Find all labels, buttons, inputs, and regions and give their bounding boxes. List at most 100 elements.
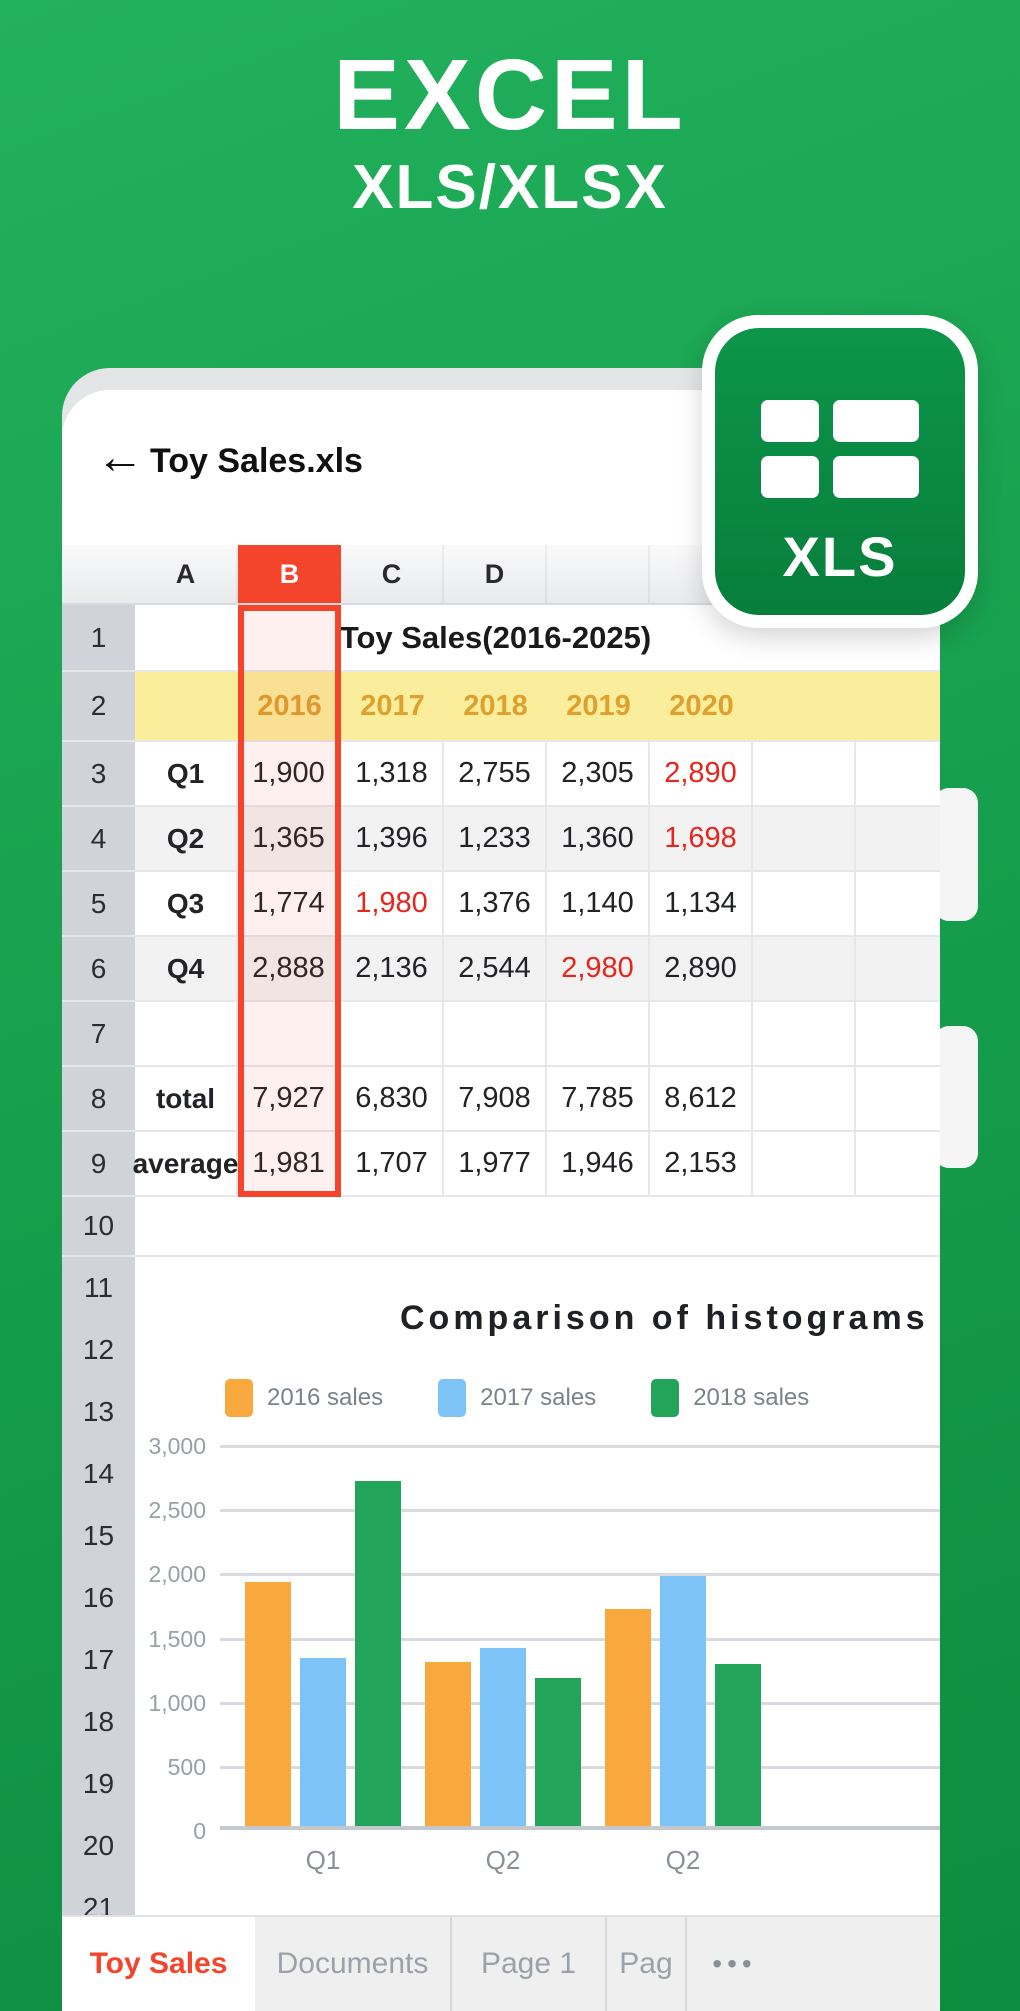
row-label-cell[interactable]: Q3 xyxy=(135,872,238,935)
chart-title: Comparison of histograms xyxy=(400,1299,929,1337)
row-filler xyxy=(856,937,940,1000)
gridline xyxy=(220,1637,940,1641)
row-body-9: average 1,981 1,707 1,977 1,946 2,153 xyxy=(133,1132,940,1195)
value-cell[interactable]: 6,830 xyxy=(341,1067,444,1130)
row-header-19[interactable]: 19 xyxy=(82,1768,115,1799)
value-cell[interactable] xyxy=(341,1002,444,1065)
year-cell-2019[interactable]: 2019 xyxy=(566,689,631,722)
year-cell-2017[interactable]: 2017 xyxy=(360,689,425,722)
empty-cell[interactable] xyxy=(753,1132,856,1195)
empty-cell[interactable] xyxy=(753,1067,856,1130)
value-cell[interactable]: 2,890 xyxy=(650,742,753,805)
back-button[interactable]: ← xyxy=(96,431,144,484)
value-cell[interactable]: 2,544 xyxy=(444,937,547,1000)
row-label-cell[interactable]: total xyxy=(135,1067,238,1130)
row-header-11[interactable]: 11 xyxy=(83,1272,114,1303)
empty-cell[interactable] xyxy=(753,872,856,935)
value-cell[interactable]: 2,136 xyxy=(341,937,444,1000)
value-cell[interactable]: 1,134 xyxy=(650,872,753,935)
row-header-6[interactable]: 6 xyxy=(62,937,135,1000)
tab-toy-sales[interactable]: Toy Sales xyxy=(62,1917,255,2011)
value-cell[interactable] xyxy=(238,1002,341,1065)
value-cell[interactable]: 2,153 xyxy=(650,1132,753,1195)
row-header-18[interactable]: 18 xyxy=(82,1706,115,1737)
row-header-15[interactable]: 15 xyxy=(82,1520,115,1551)
value-cell[interactable]: 7,908 xyxy=(444,1067,547,1130)
row-header-2[interactable]: 2 xyxy=(62,672,135,740)
row-header-17[interactable]: 17 xyxy=(82,1644,115,1675)
value-cell[interactable]: 7,785 xyxy=(547,1067,650,1130)
value-cell[interactable] xyxy=(547,1002,650,1065)
row-label-cell[interactable]: average xyxy=(133,1132,238,1195)
row-header-8[interactable]: 8 xyxy=(62,1067,135,1130)
value-cell[interactable]: 2,305 xyxy=(547,742,650,805)
value-cell[interactable]: 1,774 xyxy=(238,872,341,935)
value-cell[interactable]: 7,927 xyxy=(238,1067,341,1130)
bar-group-Q2 xyxy=(605,1576,761,1826)
sheet-row-6: 6 Q4 2,888 2,136 2,544 2,980 2,890 xyxy=(62,937,940,1002)
row-header-4[interactable]: 4 xyxy=(62,807,135,870)
more-tabs-icon[interactable]: ••• xyxy=(712,1948,757,1979)
value-cell[interactable]: 2,890 xyxy=(650,937,753,1000)
row-header-3[interactable]: 3 xyxy=(62,742,135,805)
value-cell[interactable]: 1,318 xyxy=(341,742,444,805)
value-cell[interactable]: 1,365 xyxy=(238,807,341,870)
row-label-cell[interactable]: Q2 xyxy=(135,807,238,870)
year-cell-2020[interactable]: 2020 xyxy=(669,689,734,722)
value-cell[interactable]: 1,360 xyxy=(547,807,650,870)
value-cell[interactable]: 1,698 xyxy=(650,807,753,870)
row-filler xyxy=(856,1132,940,1195)
value-cell[interactable] xyxy=(650,1002,753,1065)
row-header-14[interactable]: 14 xyxy=(82,1458,115,1489)
column-header-A[interactable]: A xyxy=(135,545,238,603)
corner-cell xyxy=(62,545,135,603)
value-cell[interactable]: 1,707 xyxy=(341,1132,444,1195)
bar-2017-sales xyxy=(300,1658,346,1826)
value-cell[interactable]: 1,900 xyxy=(238,742,341,805)
row-header-12[interactable]: 12 xyxy=(82,1334,115,1365)
row-header-5[interactable]: 5 xyxy=(62,872,135,935)
value-cell[interactable]: 1,140 xyxy=(547,872,650,935)
column-header-B[interactable]: B xyxy=(238,545,341,603)
row-header-9[interactable]: 9 xyxy=(62,1132,135,1195)
value-cell[interactable]: 1,233 xyxy=(444,807,547,870)
value-cell[interactable]: 1,980 xyxy=(341,872,444,935)
row-header-16[interactable]: 16 xyxy=(82,1582,115,1613)
value-cell[interactable]: 1,946 xyxy=(547,1132,650,1195)
empty-cell[interactable] xyxy=(753,742,856,805)
value-cell[interactable]: 1,981 xyxy=(238,1132,341,1195)
value-cell[interactable]: 1,376 xyxy=(444,872,547,935)
row-label-cell[interactable] xyxy=(135,1002,238,1065)
column-header-C[interactable]: C xyxy=(341,545,444,603)
year-cell-2018[interactable]: 2018 xyxy=(463,689,528,722)
value-cell[interactable]: 8,612 xyxy=(650,1067,753,1130)
row-header-1[interactable]: 1 xyxy=(62,605,135,670)
value-cell[interactable]: 1,977 xyxy=(444,1132,547,1195)
empty-cell[interactable] xyxy=(753,1002,856,1065)
year-cell-2016[interactable]: 2016 xyxy=(257,689,322,722)
empty-cell[interactable] xyxy=(753,807,856,870)
value-cell[interactable] xyxy=(444,1002,547,1065)
column-header-blank[interactable] xyxy=(547,545,650,603)
tab-pag[interactable]: Pag xyxy=(607,1917,687,2011)
sheet-lower: 11 12 13 14 15 16 17 18 19 20 21 Comparison of his… xyxy=(62,1257,940,2011)
row-header-20[interactable]: 20 xyxy=(82,1830,115,1861)
empty-cell[interactable] xyxy=(753,937,856,1000)
row-header-13[interactable]: 13 xyxy=(82,1396,115,1427)
row-header-7[interactable]: 7 xyxy=(62,1002,135,1065)
tab-documents[interactable]: Documents xyxy=(255,1917,452,2011)
value-cell[interactable]: 1,396 xyxy=(341,807,444,870)
row-header-10[interactable]: 10 xyxy=(62,1197,135,1255)
tab-page-1[interactable]: Page 1 xyxy=(452,1917,607,2011)
gridline xyxy=(220,1509,940,1513)
column-header-D[interactable]: D xyxy=(444,545,547,603)
row-label-cell[interactable]: Q1 xyxy=(135,742,238,805)
sheet-title-cell[interactable]: Toy Sales(2016-2025) xyxy=(339,619,652,655)
value-cell[interactable]: 2,980 xyxy=(547,937,650,1000)
row-label-cell[interactable]: Q4 xyxy=(135,937,238,1000)
sheet-row-8: 8 total 7,927 6,830 7,908 7,785 8,612 xyxy=(62,1067,940,1132)
value-cell[interactable]: 2,888 xyxy=(238,937,341,1000)
row-body-3: Q1 1,900 1,318 2,755 2,305 2,890 xyxy=(135,742,940,805)
hero-title: EXCEL xyxy=(333,39,687,151)
value-cell[interactable]: 2,755 xyxy=(444,742,547,805)
